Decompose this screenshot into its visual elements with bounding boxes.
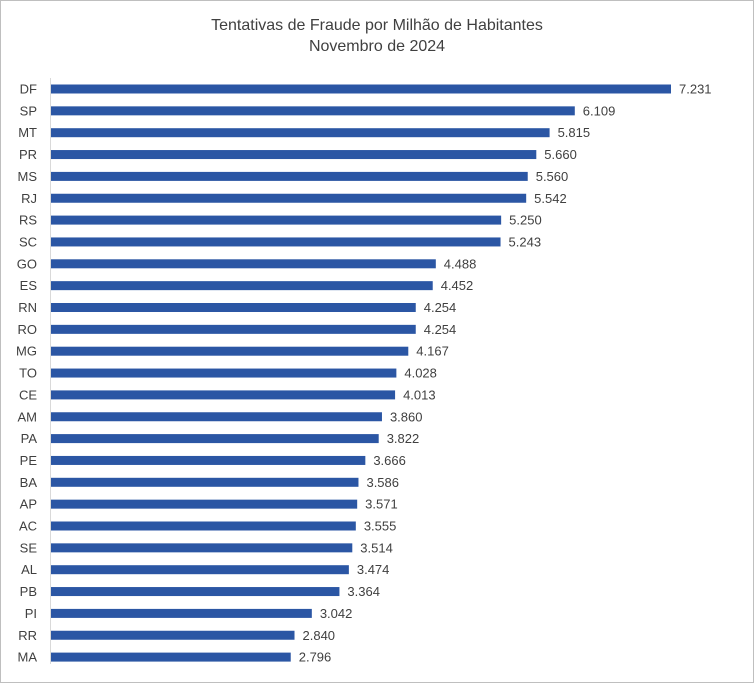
category-label: RN <box>18 300 37 315</box>
data-label: 6.109 <box>583 103 616 118</box>
category-label: RJ <box>21 191 37 206</box>
bar <box>51 259 436 269</box>
bar <box>51 565 349 575</box>
category-label: AM <box>18 409 38 424</box>
bar <box>51 128 550 138</box>
data-label: 3.474 <box>357 562 390 577</box>
data-label: 3.571 <box>365 497 398 512</box>
data-label: 4.254 <box>424 300 457 315</box>
bar <box>51 215 502 225</box>
data-label: 4.254 <box>424 322 457 337</box>
data-label: 3.666 <box>373 453 406 468</box>
category-label: BA <box>20 475 38 490</box>
data-label: 5.660 <box>544 147 577 162</box>
data-label: 7.231 <box>679 82 712 97</box>
data-label: 5.815 <box>558 125 591 140</box>
bar <box>51 324 416 334</box>
data-label: 4.028 <box>404 366 437 381</box>
bar <box>51 106 575 116</box>
data-label: 3.042 <box>320 606 353 621</box>
bar <box>51 434 379 444</box>
category-label: SC <box>19 234 37 249</box>
data-label: 4.013 <box>403 387 436 402</box>
bar <box>51 346 409 356</box>
bar <box>51 150 537 160</box>
bar <box>51 303 416 312</box>
data-label: 4.488 <box>444 256 477 271</box>
category-label: PE <box>20 453 38 468</box>
category-label: RR <box>18 628 37 643</box>
category-label: AP <box>20 497 37 512</box>
data-label: 4.452 <box>441 278 474 293</box>
category-label: SP <box>20 103 37 118</box>
bar <box>51 652 291 662</box>
category-label: PR <box>19 147 37 162</box>
bar <box>51 237 501 247</box>
bar <box>51 281 433 291</box>
bar <box>51 543 353 553</box>
category-label: RO <box>18 322 38 337</box>
bar <box>51 193 527 203</box>
bar <box>51 630 295 640</box>
data-label: 3.586 <box>366 475 399 490</box>
data-label: 3.514 <box>360 540 393 555</box>
category-label: RS <box>19 213 37 228</box>
data-label: 5.243 <box>509 234 542 249</box>
bar <box>51 171 528 181</box>
bar <box>51 587 340 597</box>
category-label: PI <box>25 606 37 621</box>
category-label: PA <box>21 431 38 446</box>
bar <box>51 368 397 378</box>
data-label: 3.860 <box>390 409 423 424</box>
category-label: GO <box>17 256 37 271</box>
chart-title: Tentativas de Fraude por Milhão de Habit… <box>211 17 543 34</box>
bar <box>51 521 356 531</box>
data-label: 5.250 <box>509 213 542 228</box>
category-label: AC <box>19 519 37 534</box>
category-label: MG <box>16 344 37 359</box>
data-label: 4.167 <box>416 344 449 359</box>
bar <box>51 455 366 465</box>
data-label: 5.560 <box>536 169 569 184</box>
category-label: PB <box>20 584 37 599</box>
bar <box>51 608 312 618</box>
data-label: 2.796 <box>299 650 332 665</box>
category-label: DF <box>20 82 37 97</box>
bar <box>51 390 396 400</box>
category-label: MT <box>18 125 37 140</box>
category-label: AL <box>21 562 37 577</box>
chart-subtitle: Novembro de 2024 <box>308 38 446 55</box>
category-label: MS <box>18 169 38 184</box>
bar <box>51 477 359 487</box>
category-label: ES <box>20 278 38 293</box>
data-label: 3.555 <box>364 519 397 534</box>
chart-title-block: Tentativas de Fraude por Milhão de Habit… <box>1 15 753 57</box>
data-label: 2.840 <box>303 628 336 643</box>
data-label: 3.364 <box>347 584 380 599</box>
bar <box>51 499 358 509</box>
data-label: 3.822 <box>387 431 420 446</box>
data-label: 5.542 <box>534 191 567 206</box>
category-label: TO <box>19 366 37 381</box>
category-label: MA <box>18 650 38 665</box>
category-label: SE <box>20 540 38 555</box>
bar <box>51 84 671 94</box>
category-label: CE <box>19 387 37 402</box>
bar <box>51 412 382 422</box>
